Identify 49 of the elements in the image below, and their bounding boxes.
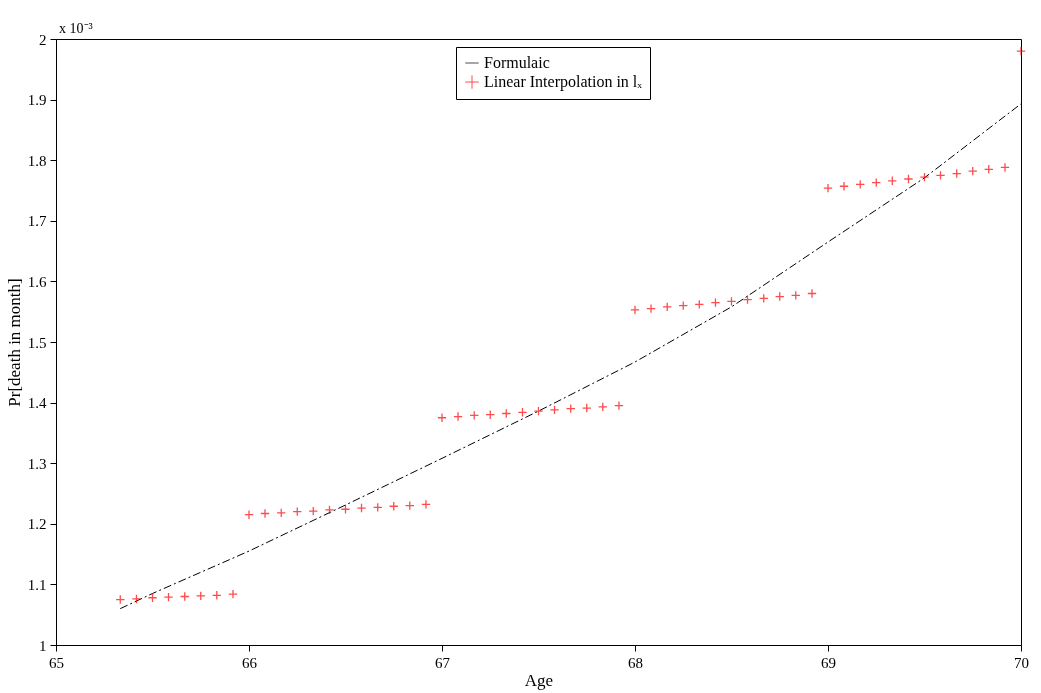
- point: [324, 505, 335, 515]
- x-tick-label: 65: [49, 654, 64, 671]
- point: [823, 183, 833, 193]
- point: [437, 412, 447, 423]
- point: [195, 591, 206, 601]
- y-tick-label: 1: [39, 637, 47, 654]
- point: [1016, 46, 1026, 56]
- x-tick-label: 70: [1014, 654, 1029, 671]
- y-tick-label: 1.2: [27, 516, 47, 533]
- y-tick-label: 1.3: [27, 455, 47, 472]
- point: [581, 403, 592, 413]
- point: [630, 305, 640, 315]
- point: [276, 508, 287, 518]
- point: [614, 400, 624, 411]
- x-axis-title: Age: [524, 670, 554, 690]
- point: [807, 288, 817, 299]
- point: [646, 303, 656, 314]
- point: [903, 174, 914, 184]
- legend-label: Formulaic: [484, 54, 550, 71]
- y-tick-label: 1.6: [27, 273, 47, 290]
- point: [228, 589, 238, 599]
- point: [533, 406, 544, 416]
- point: [163, 592, 174, 602]
- y-tick-label: 1.4: [27, 395, 47, 412]
- y-tick-label: 1.7: [27, 213, 47, 230]
- point: [662, 302, 673, 312]
- point: [549, 405, 560, 415]
- point: [308, 506, 319, 516]
- point: [967, 166, 978, 176]
- y-axis-title: Pr[death in month]: [4, 278, 24, 407]
- y-tick-label: 1.1: [27, 576, 47, 593]
- point: [244, 509, 254, 520]
- point: [131, 594, 142, 604]
- x-tick-label: 68: [628, 654, 643, 671]
- point: [421, 499, 431, 510]
- legend-label: Linear Interpolation in lₓ: [484, 73, 643, 91]
- x-tick-label: 69: [821, 654, 836, 671]
- x-tick-label: 67: [435, 654, 451, 671]
- y-tick-label: 2: [39, 31, 47, 48]
- point: [839, 181, 849, 192]
- text: x 10⁻³: [59, 21, 93, 36]
- y-tick-label: 1.5: [27, 334, 47, 351]
- y-tick-label: 1.8: [27, 152, 47, 169]
- point: [453, 411, 463, 422]
- y-tick-label: 1.9: [27, 92, 47, 109]
- point: [260, 508, 270, 519]
- point: [1000, 162, 1010, 173]
- point: [356, 503, 367, 513]
- x-tick-label: 66: [242, 654, 258, 671]
